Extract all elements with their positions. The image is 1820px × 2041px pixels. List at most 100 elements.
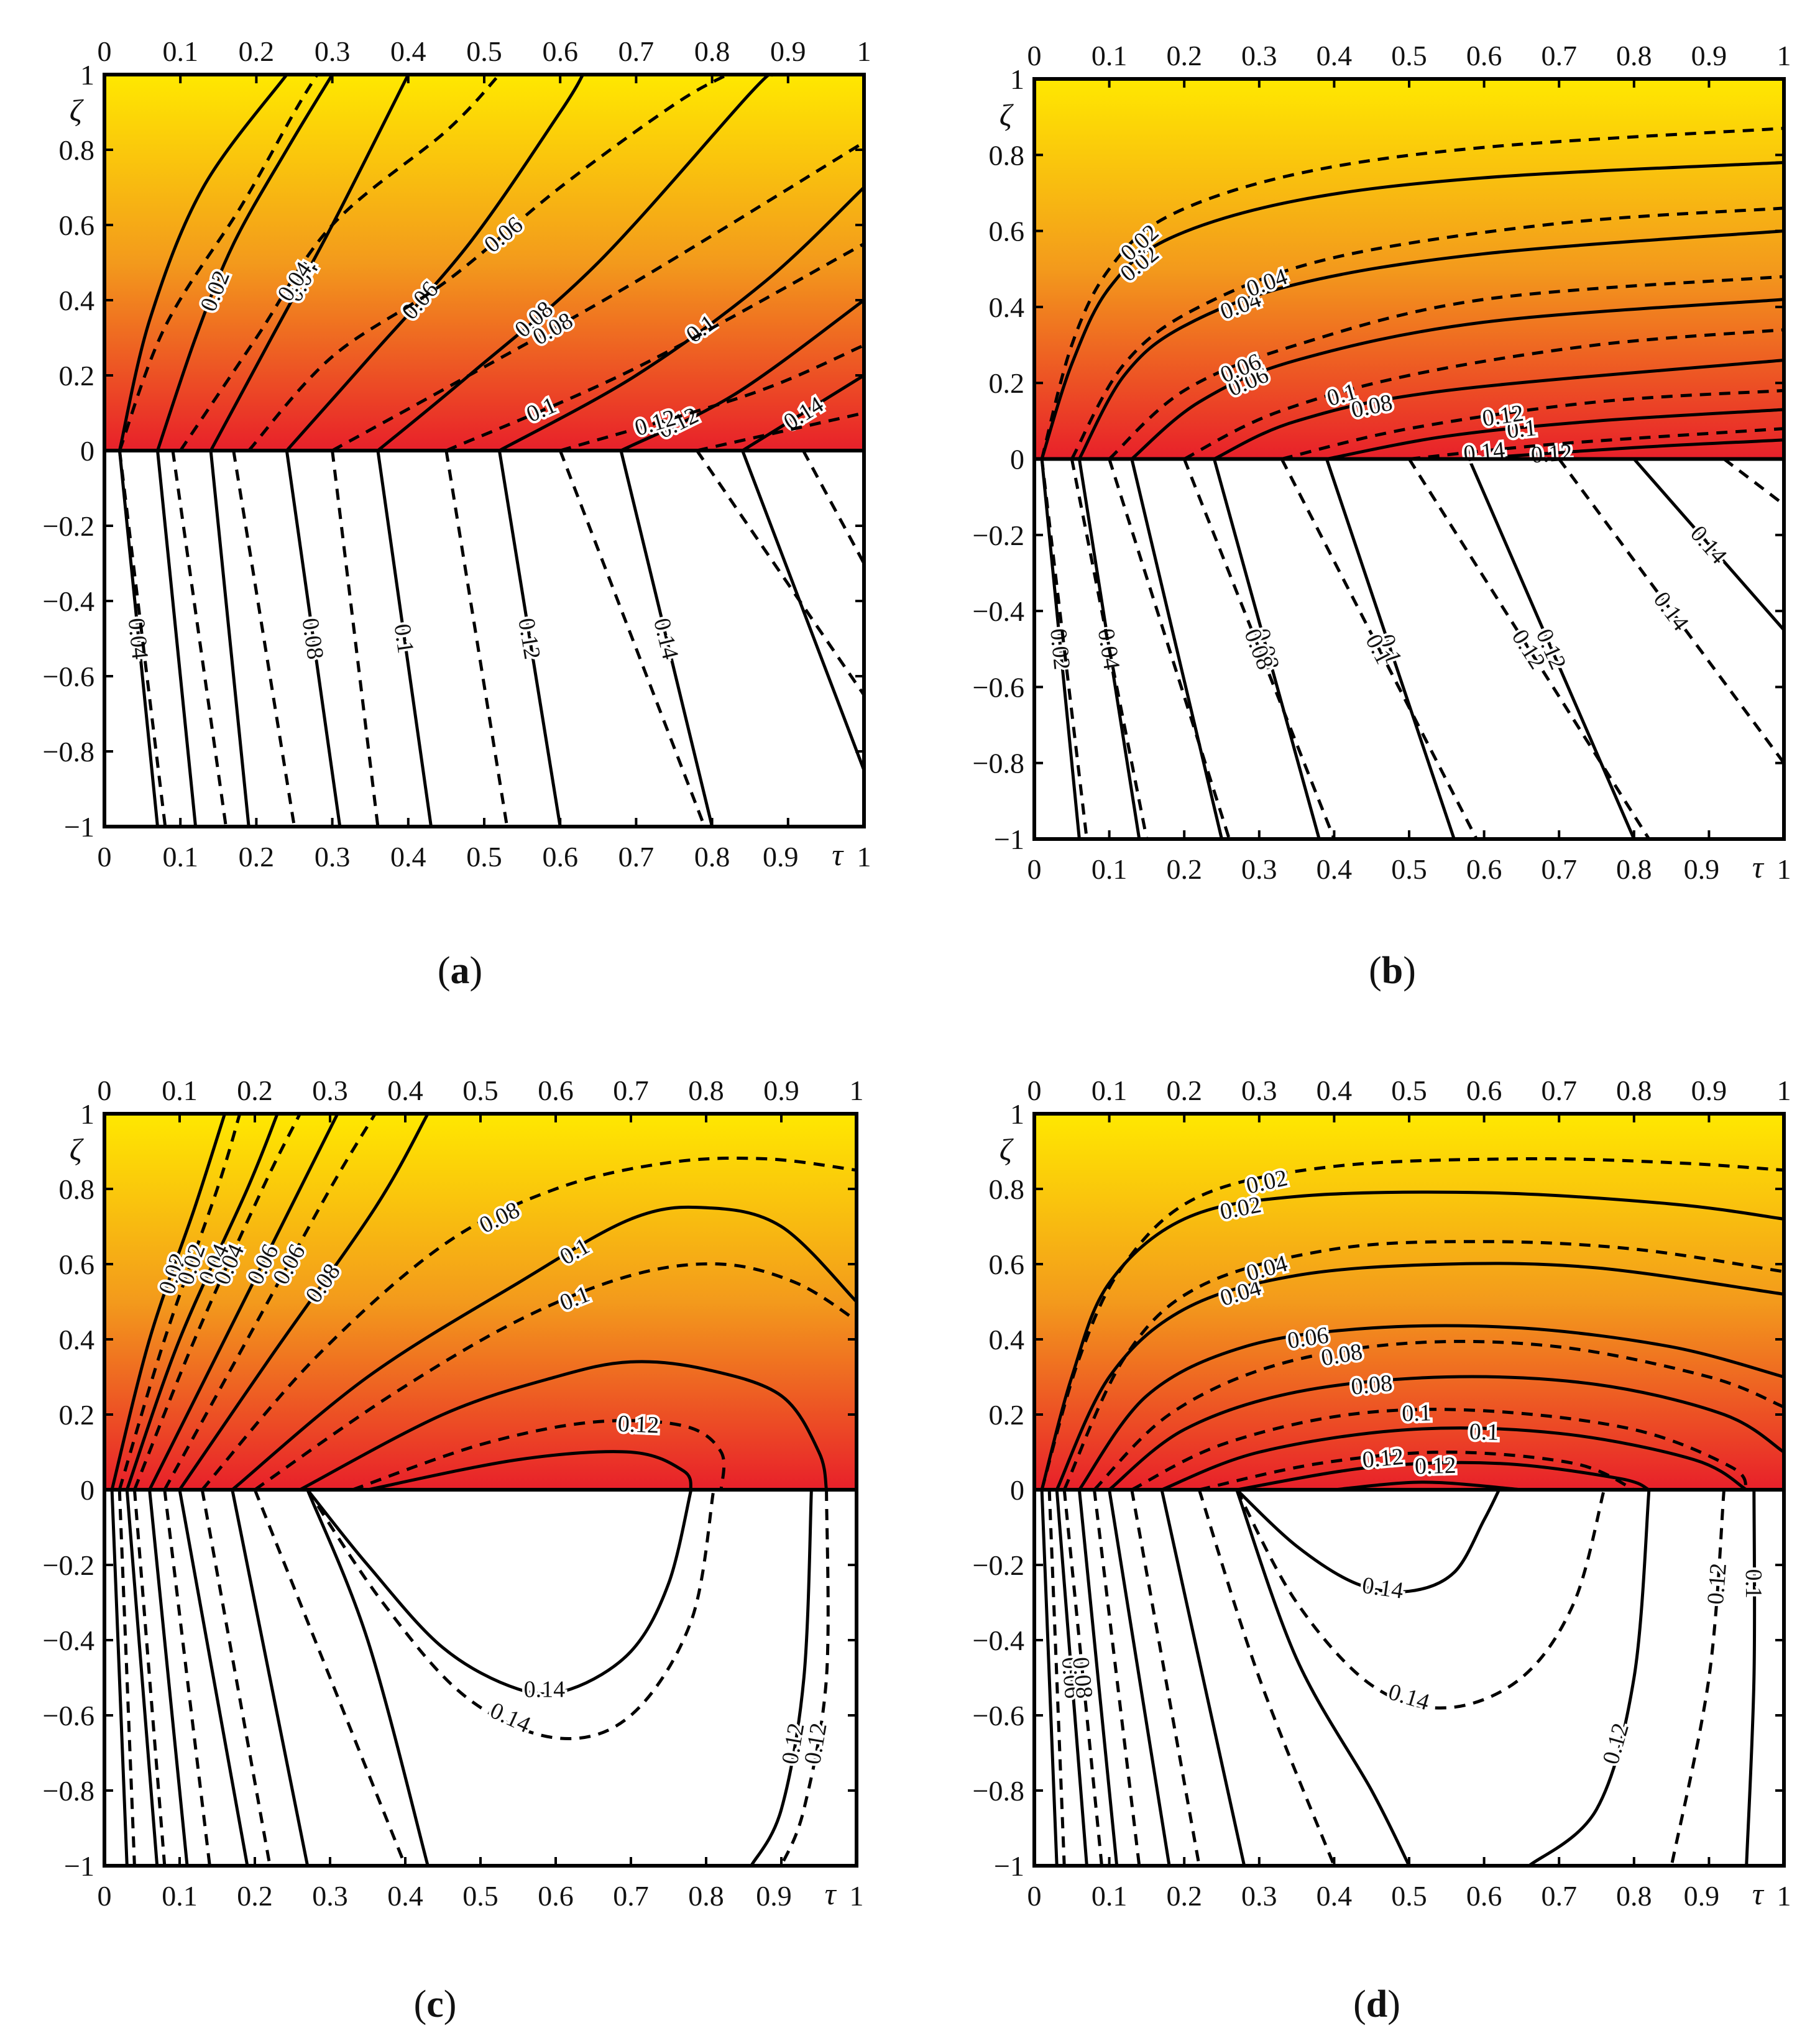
contour-dashed (1235, 1488, 1606, 1710)
contour-solid (110, 1114, 226, 1490)
panel-b: 0.020.040.060.080.10.120.02 0.04 0.08 0.1 0.… (973, 40, 1791, 885)
y-tick-label: −0.2 (973, 1549, 1024, 1581)
y-tick-label: −0.6 (973, 671, 1024, 703)
contour-solid (117, 450, 159, 827)
x-tick-label-top: 0.3 (1241, 1075, 1277, 1106)
y-tick-label: −0.4 (973, 1625, 1024, 1656)
x-tick-label-bottom: 0.6 (542, 841, 578, 873)
contour-label: 0.04 (123, 617, 154, 660)
y-tick-label: 0.4 (989, 1324, 1025, 1355)
x-tick-label-top: 0.2 (239, 35, 275, 67)
contour-dashed (1407, 458, 1651, 839)
x-tick-label-top: 0.4 (390, 35, 426, 67)
contour-lines: 0.02 0.04 0.06 0.08 0.10.12 0.140.04 0.08 0.1 0.… (117, 75, 864, 827)
contour-solid (1040, 1190, 1784, 1490)
x-tick-label-bottom: 0.3 (1241, 853, 1277, 885)
contour-solid (1528, 1489, 1651, 1866)
x-tick-label-top: 0.3 (315, 35, 351, 67)
y-axis-symbol: ζ (70, 1132, 85, 1167)
contour-dashed (1183, 328, 1784, 461)
contour-label: 0.1 (1402, 1400, 1432, 1426)
x-tick-label-top: 0.5 (1391, 40, 1427, 71)
contour-dashed (445, 242, 864, 452)
y-tick-label: −0.2 (973, 520, 1024, 551)
x-tick-label-top: 0.3 (1241, 40, 1277, 71)
contour-dashed (133, 1114, 301, 1490)
contour-solid (1078, 229, 1784, 460)
y-tick-label: −0.6 (973, 1700, 1024, 1731)
contour-solid (619, 450, 714, 827)
y-tick-label: −0.4 (43, 585, 94, 617)
x-tick-label-top: 0.6 (542, 35, 578, 67)
contour-solid (1161, 1426, 1748, 1492)
contour-lines: 0.020.040.060.080.10.120.060.140.120.10.… (1040, 1157, 1784, 1866)
x-tick-label-top: 1 (1777, 40, 1791, 71)
x-tick-label-bottom: 0.2 (1166, 853, 1202, 885)
contour-solid (497, 450, 562, 827)
contour-label: 0.12 (1414, 1452, 1456, 1480)
x-tick-label-top: 0.5 (466, 35, 502, 67)
x-tick-label-top: 0.9 (763, 1075, 799, 1106)
contour-dashed (1130, 1489, 1201, 1866)
y-tick-label: 0.2 (989, 1399, 1025, 1431)
contour-solid (499, 186, 864, 452)
contour-solid (110, 1489, 129, 1866)
y-tick-label: −0.4 (973, 595, 1024, 627)
x-tick-label-bottom: 0.7 (618, 841, 655, 873)
y-tick-label: −0.4 (43, 1625, 94, 1656)
contour-label: 0.14 (1361, 1572, 1405, 1604)
contour-label: 0.1 (1469, 1419, 1499, 1446)
x-tick-label-top: 0.2 (1166, 40, 1202, 71)
contour-dashed (1108, 458, 1231, 839)
x-tick-label-bottom: 0.2 (239, 841, 275, 873)
x-axis-symbol: τ (1752, 1876, 1765, 1911)
x-tick-label-bottom: 0.7 (1541, 1880, 1577, 1912)
y-tick-label: 0.2 (59, 1399, 95, 1431)
x-tick-label-top: 0 (98, 35, 112, 67)
contour-dashed (1182, 458, 1336, 839)
x-tick-label-bottom: 0.5 (1391, 853, 1427, 885)
contour-solid (1213, 359, 1784, 461)
x-tick-label-bottom: 0.9 (1684, 1880, 1720, 1912)
y-tick-label: 0.2 (59, 360, 95, 392)
panel-a: 0.02 0.04 0.06 0.08 0.10.12 0.140.04 0.08 0.1 0.… (43, 35, 871, 873)
y-tick-label: −0.8 (973, 748, 1024, 779)
contour-dashed (1409, 427, 1784, 461)
contour-label: 0.12 (513, 616, 545, 661)
y-tick-label: −0.6 (43, 1700, 94, 1731)
contour-solid (750, 1489, 813, 1866)
x-tick-label-bottom: 1 (1777, 853, 1791, 885)
contour-label: 0.12 (1703, 1562, 1732, 1606)
x-tick-label-top: 0.2 (1166, 1075, 1202, 1106)
y-tick-label: 1 (80, 59, 94, 91)
x-tick-label-bottom: 0.9 (1684, 853, 1720, 885)
contour-solid (1055, 1262, 1784, 1491)
contour-solid (117, 75, 288, 451)
y-tick-label: −1 (994, 823, 1024, 855)
contour-label: 0.14 (1386, 1679, 1433, 1715)
contour-solid (299, 1360, 829, 1492)
x-tick-label-bottom: 0.8 (688, 1880, 724, 1912)
x-tick-label-bottom: 0.7 (613, 1880, 649, 1912)
x-tick-label-top: 0.5 (1391, 1075, 1427, 1106)
y-tick-label: 0.6 (59, 1249, 95, 1280)
x-tick-label-top: 0.8 (688, 1075, 724, 1106)
contour-label: 0.14 (1648, 587, 1694, 635)
x-tick-label-top: 0.6 (1466, 40, 1502, 71)
x-tick-label-bottom: 0 (1027, 853, 1042, 885)
x-tick-label-top: 0.7 (1541, 1075, 1577, 1106)
x-tick-label-bottom: 0.6 (1466, 1880, 1502, 1912)
x-axis-symbol: τ (825, 1876, 837, 1911)
contour-dashed (779, 1489, 830, 1866)
contour-dashed (1108, 275, 1784, 461)
x-tick-label-top: 0.1 (1092, 1075, 1128, 1106)
contour-solid (1325, 458, 1456, 839)
contour-solid (1040, 161, 1784, 460)
x-tick-label-bottom: 0.3 (1241, 1880, 1277, 1912)
x-tick-label-top: 0.4 (1317, 40, 1353, 71)
contour-solid (1160, 1489, 1246, 1866)
y-tick-label: 0.4 (59, 1324, 95, 1355)
x-tick-label-bottom: 0 (98, 841, 112, 873)
x-tick-label-top: 0.1 (162, 1075, 198, 1106)
contour-solid (1212, 458, 1321, 839)
